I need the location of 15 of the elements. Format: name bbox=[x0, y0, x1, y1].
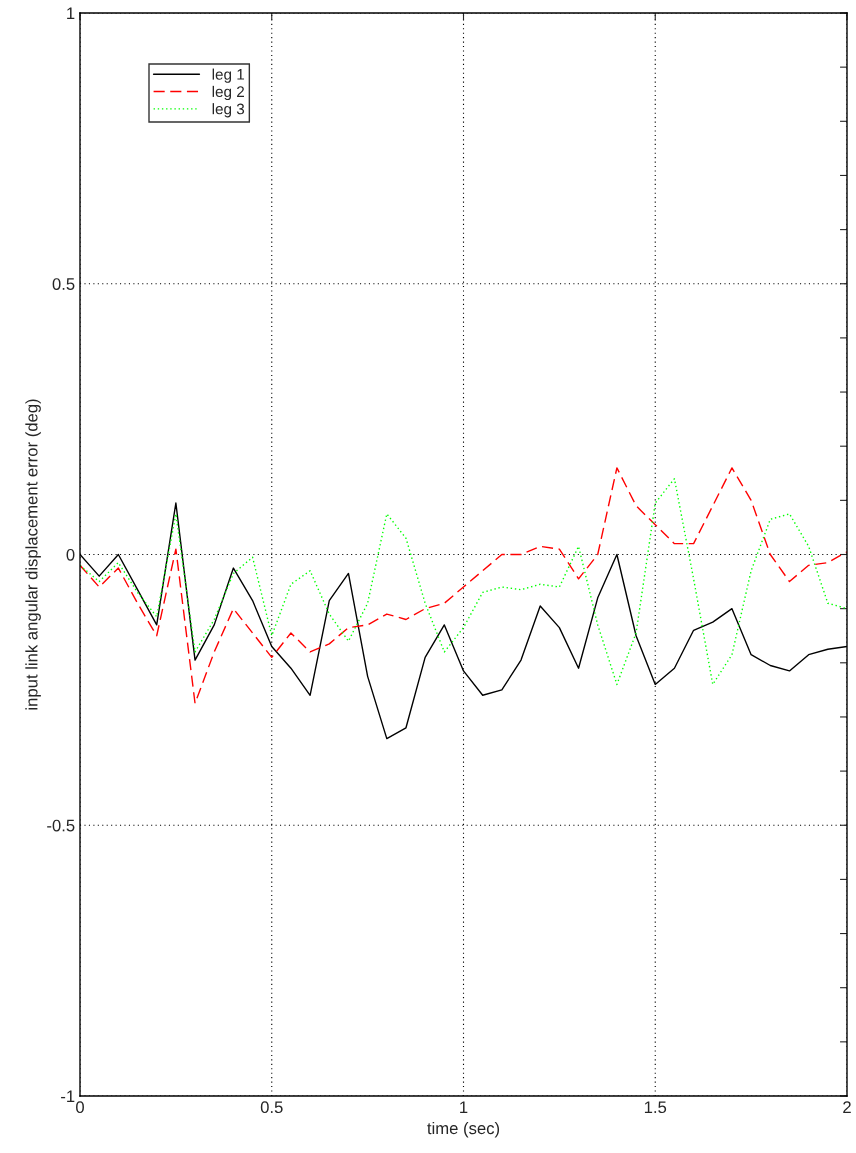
legend-label: leg 2 bbox=[212, 85, 244, 101]
legend-label: leg 1 bbox=[212, 68, 245, 83]
legend-label: leg 3 bbox=[212, 103, 245, 118]
x-tick-label: 1 bbox=[460, 1101, 468, 1113]
x-tick-label: 2 bbox=[843, 1101, 851, 1113]
y-tick-label: 1 bbox=[67, 7, 75, 20]
y-tick-label: 0 bbox=[66, 548, 75, 561]
x-tick-label: 0.5 bbox=[260, 1101, 283, 1114]
x-tick-label: 0 bbox=[76, 1101, 84, 1114]
x-axis-title: time (sec) bbox=[427, 1121, 500, 1138]
y-axis-title: input link angular displacement error (deg) bbox=[25, 399, 41, 710]
y-tick-label: -0.5 bbox=[47, 819, 75, 832]
x-tick-label: 1.5 bbox=[644, 1101, 667, 1114]
y-tick-label: -1 bbox=[61, 1090, 75, 1103]
y-tick-label: 0.5 bbox=[52, 278, 75, 290]
